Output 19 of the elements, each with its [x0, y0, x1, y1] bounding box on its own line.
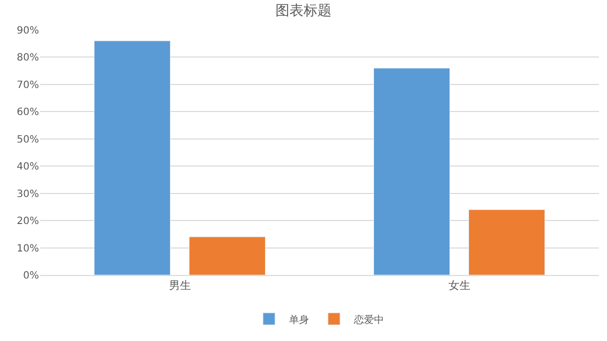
bar — [189, 236, 266, 275]
bar — [468, 209, 546, 275]
legend-label: 单身 — [289, 314, 309, 326]
y-tick-label: 50% — [16, 134, 39, 146]
y-tick-label: 10% — [16, 243, 39, 254]
y-tick-label: 80% — [16, 52, 39, 64]
y-tick-label: 40% — [16, 162, 39, 173]
bar — [373, 68, 450, 275]
y-tick-label: 30% — [16, 188, 39, 200]
y-tick-label: 20% — [16, 216, 39, 228]
chart-title: 图表标题 — [276, 2, 332, 19]
y-tick-label: 90% — [16, 26, 39, 36]
y-tick-label: 70% — [16, 80, 39, 91]
bar — [94, 40, 170, 275]
legend-label: 恋爱中 — [353, 314, 384, 326]
x-tick-label: 女生 — [448, 279, 470, 292]
y-tick-label: 0% — [23, 270, 39, 282]
x-tick-label: 男生 — [168, 279, 191, 292]
y-tick-label: 60% — [16, 107, 39, 118]
